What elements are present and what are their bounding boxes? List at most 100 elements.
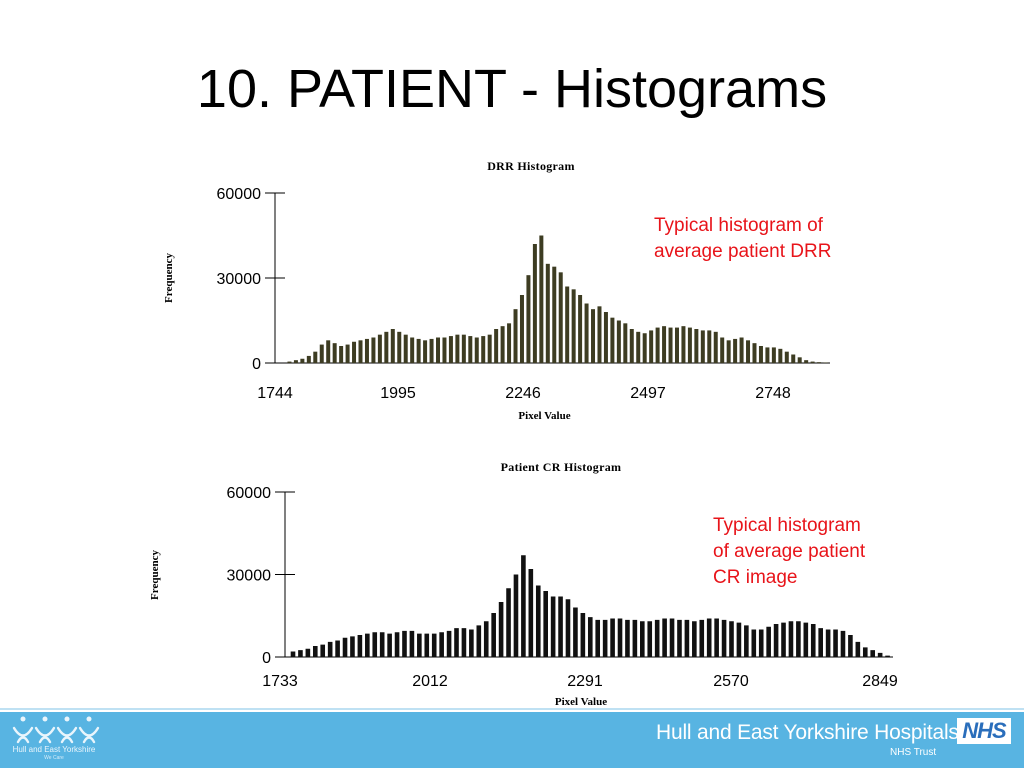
histogram-bar: [387, 633, 392, 658]
y-tick-label: 60000: [227, 485, 272, 502]
histogram-bar: [681, 326, 686, 363]
x-tick-label: 1995: [380, 385, 416, 402]
slide-title: 10. PATIENT - Histograms: [196, 59, 828, 119]
histogram-bar: [687, 327, 692, 363]
histogram-bar: [791, 354, 796, 363]
histogram-bar: [290, 651, 296, 657]
histogram-bar: [298, 650, 303, 658]
histogram-bar: [436, 337, 441, 363]
cr-annotation-line: Typical histogram: [713, 515, 861, 536]
drr-annotation-line: average patient DRR: [654, 241, 832, 262]
histogram-bar: [565, 599, 571, 657]
histogram-bar: [720, 337, 725, 363]
histogram-bar: [885, 655, 890, 658]
histogram-bar: [733, 338, 738, 363]
y-axis-label: Frequency: [163, 253, 175, 303]
histogram-bar: [535, 585, 541, 657]
histogram-bar: [625, 619, 630, 658]
histogram-bar: [431, 633, 437, 658]
histogram-bar: [293, 360, 298, 363]
histogram-bar: [617, 618, 623, 657]
histogram-bar: [796, 621, 801, 657]
histogram-bar: [416, 338, 421, 363]
y-tick-label: 0: [262, 650, 271, 667]
histogram-bar: [584, 303, 589, 363]
left-logo-text: Hull and East Yorkshire: [12, 745, 96, 754]
histogram-bar: [342, 637, 348, 657]
histogram-bar: [335, 640, 340, 657]
histogram-bar: [746, 340, 751, 363]
histogram-bar: [565, 286, 570, 363]
histogram-bar: [721, 619, 727, 658]
histogram-bar: [629, 329, 634, 363]
histogram-bar: [481, 336, 486, 363]
chart-title: Patient CR Histogram: [501, 460, 622, 474]
histogram-bar: [825, 629, 831, 657]
histogram-bar: [595, 619, 601, 658]
x-tick-label: 1744: [257, 385, 293, 402]
histogram-bar: [506, 588, 511, 657]
histogram-bar: [752, 343, 757, 363]
histogram-bar: [429, 338, 434, 363]
x-tick-label: 2012: [412, 673, 448, 690]
histogram-bar: [390, 329, 395, 363]
drr-histogram-chart: DRR Histogram 0 30000 60000 1744 1995 2246 2497…: [0, 150, 1024, 430]
chart-title: DRR Histogram: [487, 159, 575, 173]
histogram-bar: [655, 327, 660, 363]
histogram-bar: [610, 618, 615, 657]
histogram-bar: [357, 635, 363, 657]
histogram-bar: [773, 624, 779, 657]
x-tick-label: 2246: [505, 385, 541, 402]
histogram-bar: [513, 309, 518, 363]
histogram-bar: [640, 621, 645, 657]
histogram-bar: [707, 330, 712, 363]
histogram-bar: [662, 618, 667, 657]
histogram-bar: [677, 619, 682, 658]
histogram-bar: [692, 621, 697, 657]
histogram-bar: [424, 633, 430, 658]
histogram-bar: [352, 341, 357, 363]
histogram-bar: [455, 334, 460, 363]
histogram-bar: [736, 622, 742, 658]
histogram-bar: [468, 336, 473, 363]
hospital-figures-icon: [12, 716, 100, 744]
histogram-bar: [706, 618, 712, 657]
histogram-bar: [751, 629, 757, 657]
histogram-bar: [319, 344, 324, 363]
x-tick-label: 2497: [630, 385, 666, 402]
histogram-bar: [797, 357, 802, 363]
histogram-bar: [423, 340, 428, 363]
histogram-bar: [654, 619, 660, 658]
histogram-bar: [580, 613, 586, 657]
histogram-bar: [491, 613, 496, 657]
histogram-bar: [642, 333, 647, 363]
histogram-bar: [591, 309, 596, 363]
histogram-bar: [454, 628, 459, 658]
left-logo-subtext: We Care: [44, 755, 64, 761]
y-tick-label: 30000: [217, 271, 262, 288]
histogram-bar: [442, 337, 447, 363]
histogram-bar: [384, 331, 389, 363]
histogram-bar: [461, 334, 466, 363]
drr-annotation: Typical histogram of average patient DRR: [654, 213, 831, 265]
histogram-bar: [603, 312, 608, 363]
footer-band: Hull and East Yorkshire We Care Hull and…: [0, 712, 1024, 768]
histogram-bar: [312, 646, 318, 657]
histogram-bar: [377, 334, 382, 363]
histogram-bar: [699, 619, 705, 658]
histogram-bar: [402, 630, 407, 658]
organization-name: Hull and East Yorkshire Hospitals: [656, 721, 959, 744]
histogram-bar: [494, 329, 499, 363]
histogram-bar: [300, 358, 305, 363]
histogram-bar: [350, 636, 355, 658]
histogram-bar: [848, 635, 853, 657]
cr-annotation-line: CR image: [713, 567, 798, 588]
histogram-bar: [778, 348, 783, 363]
histogram-bar: [409, 630, 415, 658]
histogram-bar: [327, 641, 333, 658]
y-axis-label: Frequency: [149, 550, 161, 600]
histogram-bar: [371, 337, 376, 363]
histogram-bar: [365, 633, 370, 658]
histogram-bar: [649, 330, 654, 363]
histogram-bar: [558, 596, 563, 657]
